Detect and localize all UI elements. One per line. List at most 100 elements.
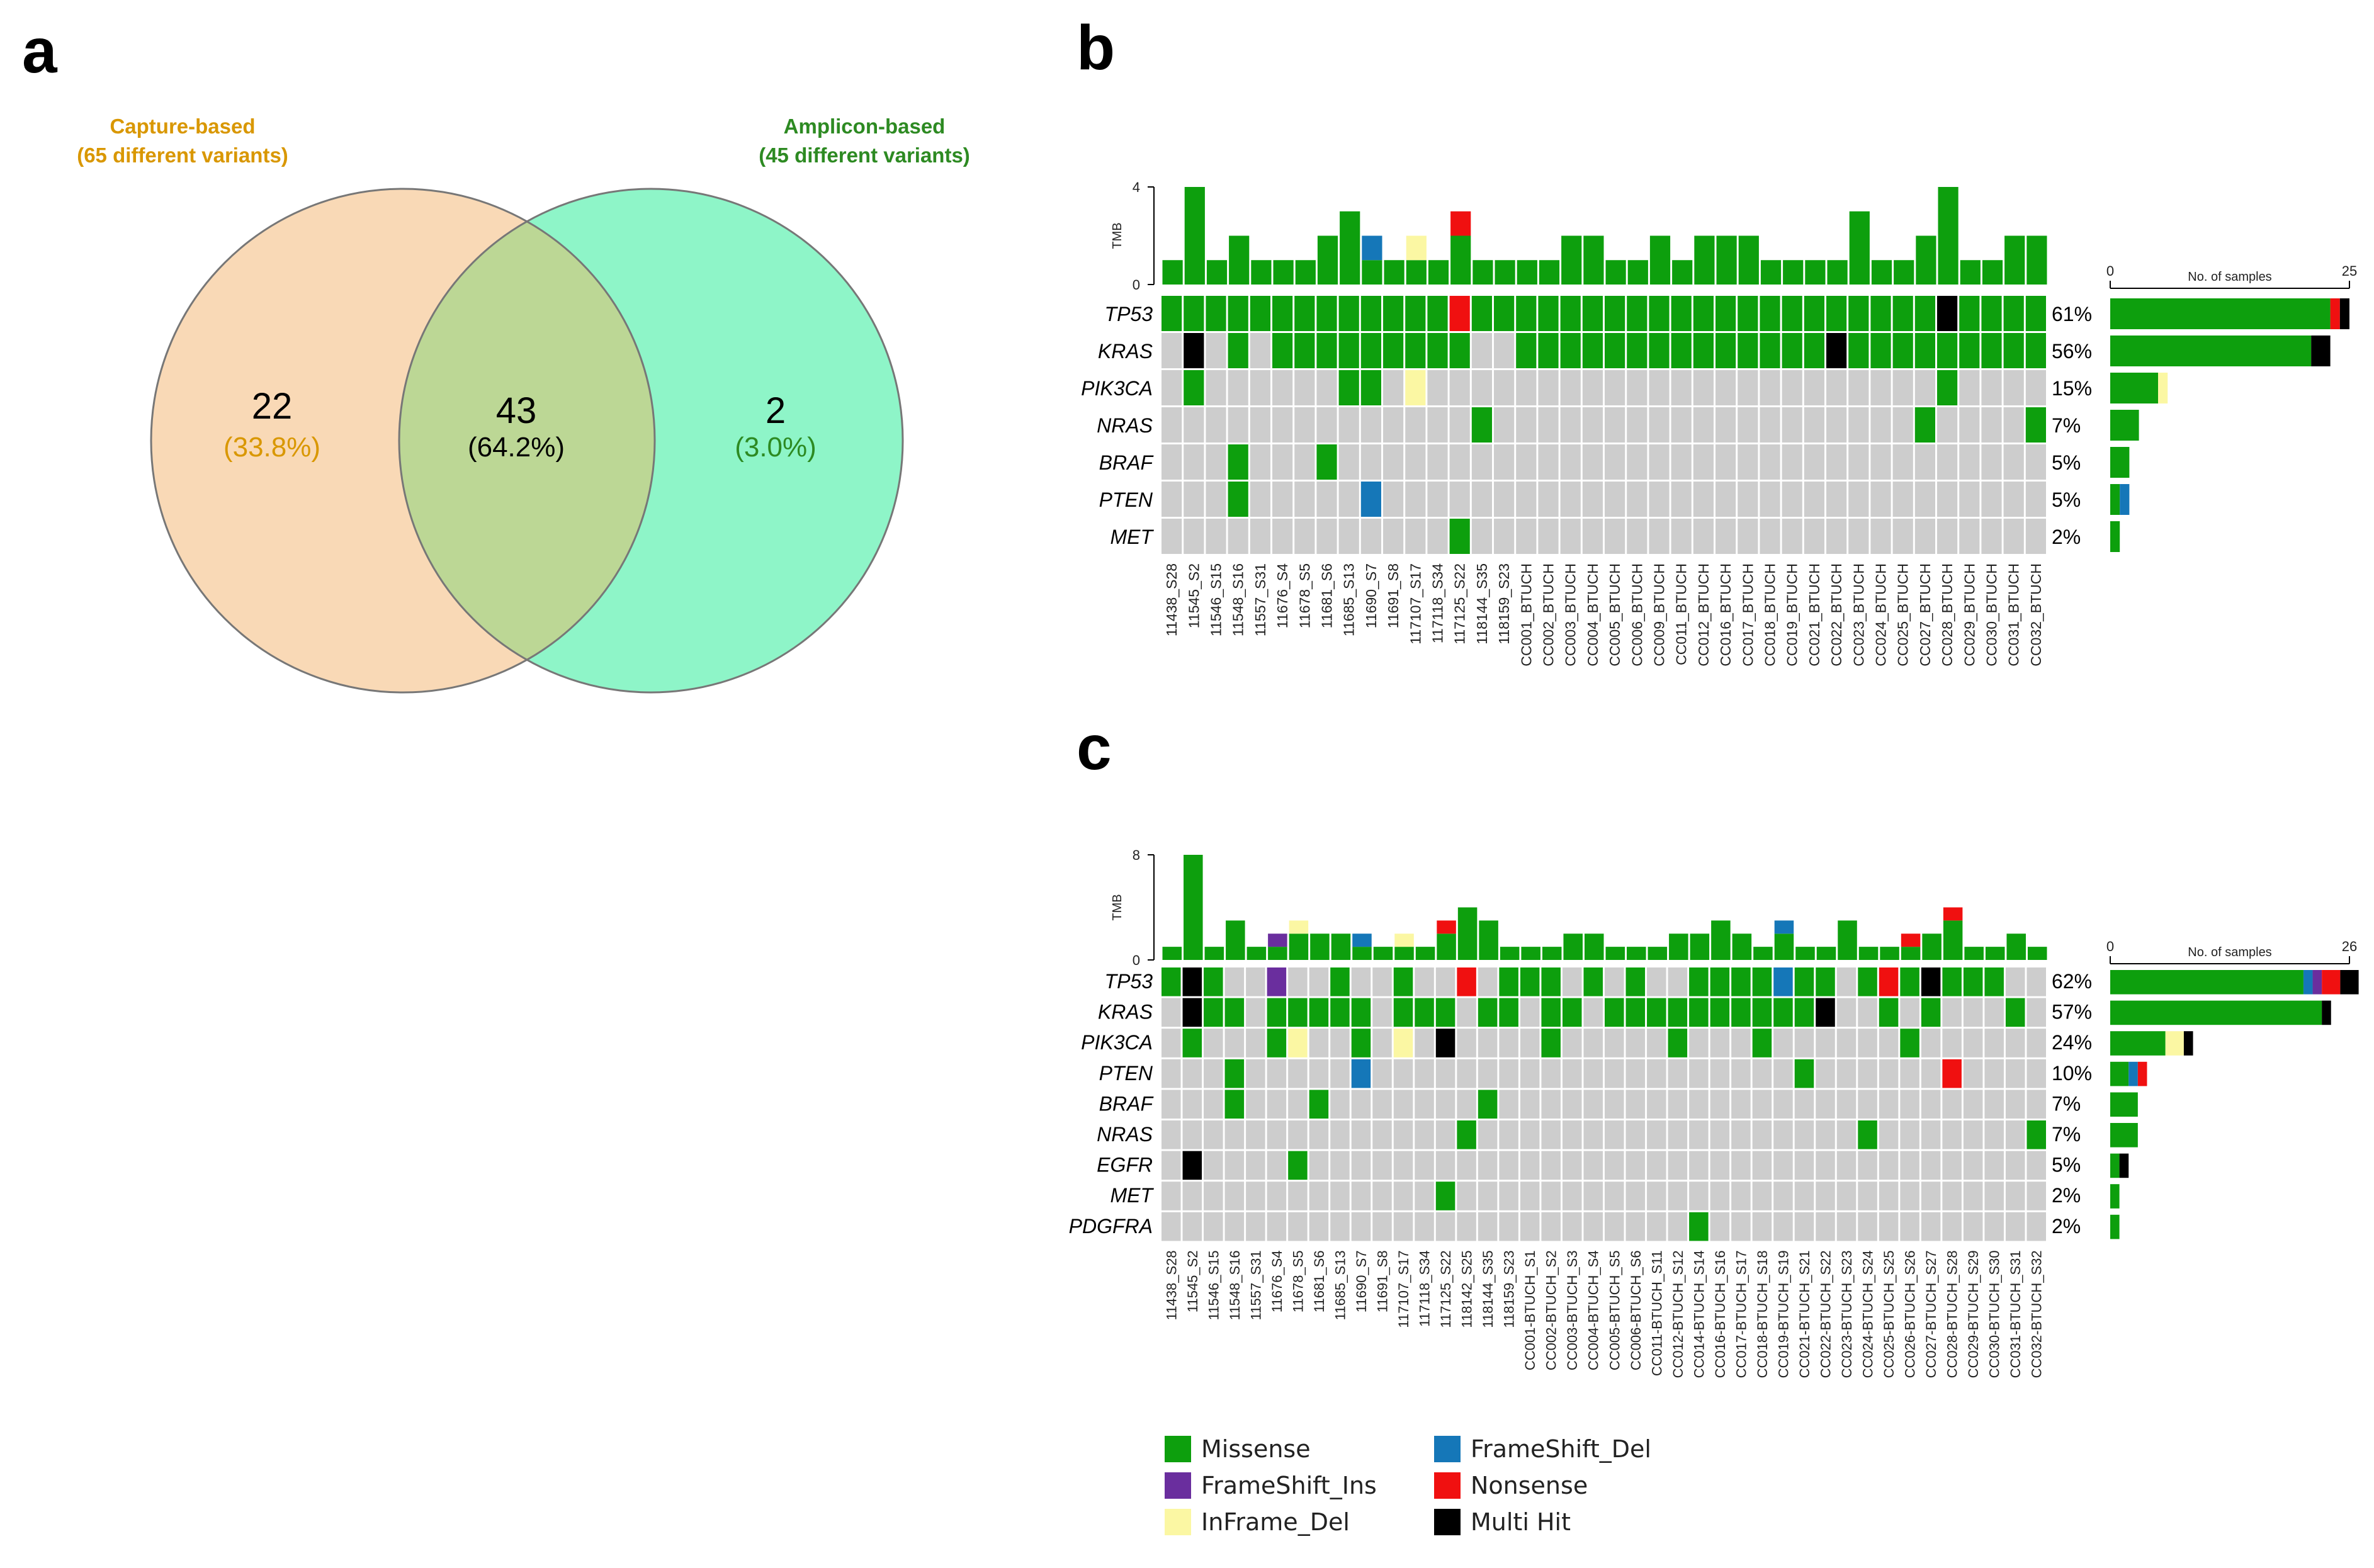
tmb-bar-nonsense <box>1901 933 1921 947</box>
empty-cell <box>1605 1029 1624 1058</box>
empty-cell <box>1892 482 1913 517</box>
empty-cell <box>1405 482 1426 517</box>
empty-cell <box>1560 482 1581 517</box>
sample-label: CC029-BTUCH_S29 <box>1965 1250 1981 1378</box>
mutation-cell-missense <box>1360 333 1381 368</box>
sample-label: 118159_S23 <box>1501 1250 1517 1328</box>
sample-label: CC017-BTUCH_S17 <box>1733 1250 1749 1378</box>
empty-cell <box>1309 1212 1329 1241</box>
sample-label: 11681_S6 <box>1311 1250 1327 1312</box>
empty-cell <box>1494 407 1515 443</box>
tmb-bar-missense <box>1753 947 1773 960</box>
empty-cell <box>1372 1120 1392 1149</box>
tmb-bar-missense <box>1827 260 1848 285</box>
sample-count-bar-frameshift-del <box>2303 970 2313 995</box>
sample-label: 11676_S4 <box>1274 563 1291 628</box>
empty-cell <box>1330 1182 1350 1210</box>
tmb-bar-missense <box>1648 947 1668 960</box>
empty-cell <box>1499 1182 1518 1210</box>
empty-cell <box>1773 1059 1793 1088</box>
empty-cell <box>1224 967 1245 996</box>
mutation-cell-missense <box>1541 967 1561 996</box>
empty-cell <box>1516 482 1537 517</box>
empty-cell <box>1668 1059 1688 1088</box>
empty-cell <box>1538 482 1559 517</box>
empty-cell <box>1782 407 1802 443</box>
empty-cell <box>1984 1182 2004 1210</box>
sample-label: CC031-BTUCH_S31 <box>2008 1250 2023 1378</box>
empty-cell <box>1794 1090 1814 1119</box>
empty-cell <box>2005 1182 2025 1210</box>
empty-cell <box>1562 1182 1582 1210</box>
gene-label: MET <box>1110 1184 1154 1207</box>
empty-cell <box>1689 1059 1709 1088</box>
empty-cell <box>1836 967 1857 996</box>
sample-count-bar-missense <box>2110 1000 2322 1025</box>
empty-cell <box>1457 1182 1476 1210</box>
mutation-cell-missense <box>1605 296 1625 331</box>
legend-label: InFrame_Del <box>1201 1508 1350 1536</box>
empty-cell <box>1478 1151 1498 1180</box>
mutation-cell-missense <box>1560 333 1581 368</box>
empty-cell <box>1316 519 1337 554</box>
tmb-bar-missense <box>1542 947 1562 960</box>
empty-cell <box>1710 1059 1730 1088</box>
empty-cell <box>1267 1151 1287 1180</box>
mutation-cell-missense <box>1224 998 1245 1027</box>
sample-label: CC019-BTUCH_S19 <box>1775 1250 1791 1378</box>
sample-label: 11545_S2 <box>1185 1250 1201 1312</box>
empty-cell <box>1605 1151 1624 1180</box>
sample-label: CC026-BTUCH_S26 <box>1902 1250 1918 1378</box>
mutation-cell-missense <box>1228 482 1248 517</box>
sample-label: CC001_BTUCH <box>1518 563 1534 667</box>
tmb-bar-missense <box>1331 933 1351 960</box>
mutation-cell-missense <box>1288 998 1308 1027</box>
sample-count-bar-missense <box>2110 447 2130 478</box>
mutation-cell-missense <box>1605 998 1624 1027</box>
tmb-bar-missense <box>1627 260 1648 285</box>
mutation-cell-missense <box>1228 444 1248 480</box>
mutation-cell-missense <box>1562 998 1582 1027</box>
sample-count-bar-missense <box>2110 1061 2129 1086</box>
mutation-cell-inframe-del <box>1405 370 1426 405</box>
sample-label: CC011_BTUCH <box>1673 563 1690 665</box>
empty-cell <box>1309 967 1329 996</box>
empty-cell <box>1981 519 2002 554</box>
empty-cell <box>1693 407 1714 443</box>
empty-cell <box>1710 1151 1730 1180</box>
legend-item-missense: Missense <box>1165 1435 1311 1463</box>
empty-cell <box>1752 1090 1772 1119</box>
mutation-cell-missense <box>1516 296 1537 331</box>
empty-cell <box>1309 1059 1329 1088</box>
empty-cell <box>1267 1059 1287 1088</box>
empty-cell <box>1963 1059 1983 1088</box>
gene-percent: 24% <box>2052 1031 2092 1054</box>
empty-cell <box>1250 482 1270 517</box>
empty-cell <box>1267 1120 1287 1149</box>
mutation-cell-multi-hit <box>1937 296 1958 331</box>
empty-cell <box>1693 519 1714 554</box>
gene-label: PDGFRA <box>1069 1215 1153 1238</box>
empty-cell <box>1182 1090 1202 1119</box>
sample-label: CC024-BTUCH_S24 <box>1860 1250 1876 1378</box>
mutation-cell-missense <box>2025 333 2046 368</box>
sample-label: CC001-BTUCH_S1 <box>1522 1250 1538 1370</box>
sample-label: 11557_S31 <box>1252 563 1269 636</box>
empty-cell <box>1605 1212 1624 1241</box>
sample-label: CC002_BTUCH <box>1540 563 1557 667</box>
empty-cell <box>1272 519 1293 554</box>
empty-cell <box>1794 1120 1814 1149</box>
empty-cell <box>1206 333 1226 368</box>
tmb-bar-missense <box>1805 260 1826 285</box>
empty-cell <box>1963 1212 1983 1241</box>
empty-cell <box>1206 519 1226 554</box>
empty-cell <box>1583 1029 1603 1058</box>
mutation-cell-multi-hit <box>1816 998 1835 1027</box>
empty-cell <box>1449 370 1470 405</box>
tmb-axis-label: TMB <box>1111 894 1124 920</box>
empty-cell <box>1738 407 1758 443</box>
tmb-bar-missense <box>1938 187 1959 285</box>
empty-cell <box>1182 1212 1202 1241</box>
sample-label: CC014-BTUCH_S14 <box>1691 1250 1707 1378</box>
tmb-bar-nonsense <box>1943 907 1963 921</box>
